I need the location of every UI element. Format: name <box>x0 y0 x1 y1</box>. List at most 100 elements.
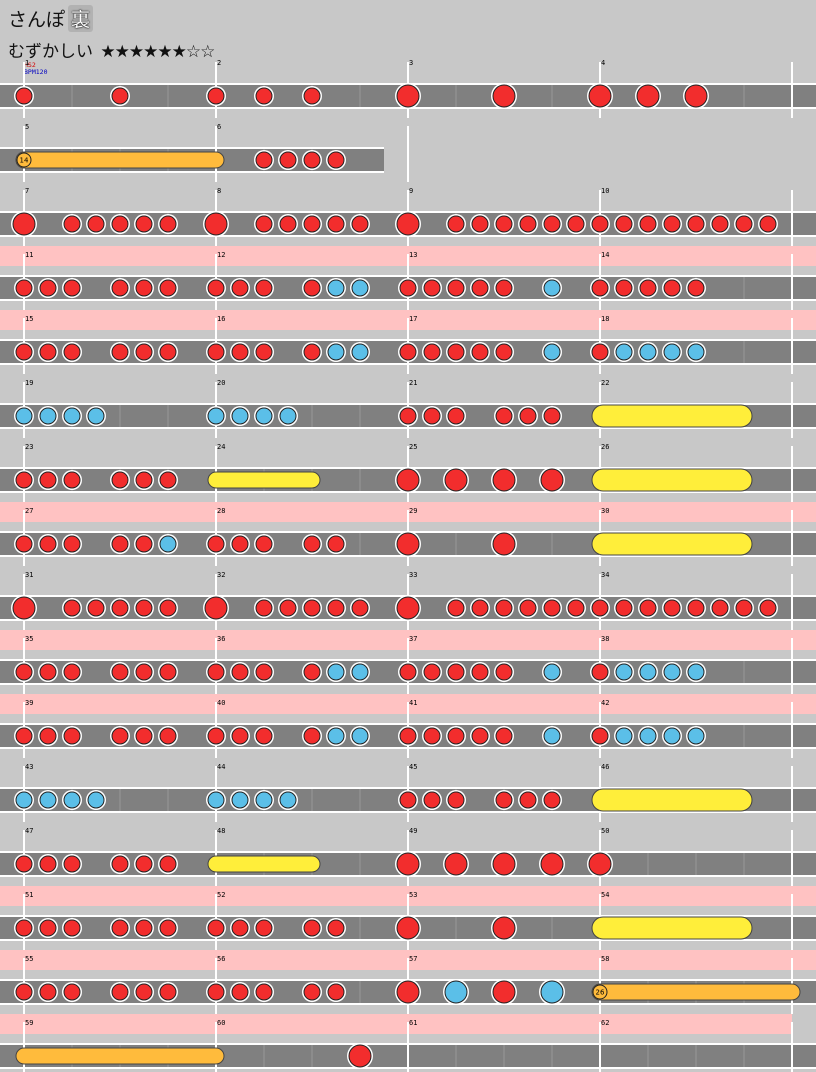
don-note <box>279 215 297 233</box>
don-note <box>255 599 273 617</box>
don-note <box>663 599 681 617</box>
big-don-note <box>396 532 420 556</box>
measure-number: 9 <box>409 187 413 195</box>
measure-number: 53 <box>409 891 417 899</box>
don-note <box>39 983 57 1001</box>
don-note <box>135 727 153 745</box>
measure-number: 11 <box>25 251 33 259</box>
don-note <box>447 599 465 617</box>
roll-count-label: 14 <box>20 157 29 165</box>
score-row: 59 60 61 62 <box>0 1014 816 1072</box>
don-note <box>207 535 225 553</box>
measure-number: 49 <box>409 827 417 835</box>
big-don-note <box>444 468 468 492</box>
don-note <box>39 919 57 937</box>
don-note <box>303 727 321 745</box>
difficulty-line: むずかしい ★★★★★★☆☆ <box>8 37 215 62</box>
measure-number: 45 <box>409 763 417 771</box>
don-note <box>135 343 153 361</box>
measure-number: 62 <box>601 1019 609 1027</box>
don-note <box>423 791 441 809</box>
don-note <box>39 279 57 297</box>
don-note <box>591 663 609 681</box>
drumroll-note <box>15 151 225 169</box>
don-note <box>159 471 177 489</box>
don-note <box>207 279 225 297</box>
big-don-note <box>396 916 420 940</box>
don-note <box>111 215 129 233</box>
don-note <box>63 855 81 873</box>
measure-number: 18 <box>601 315 609 323</box>
measure-number: 33 <box>409 571 417 579</box>
ka-note <box>327 727 345 745</box>
score-row: 15 16 17 18 <box>0 310 816 374</box>
don-note <box>279 151 297 169</box>
measure-number: 52 <box>217 891 225 899</box>
don-note <box>207 87 225 105</box>
don-note <box>615 279 633 297</box>
don-note <box>399 663 417 681</box>
don-note <box>303 279 321 297</box>
don-note <box>447 279 465 297</box>
measure-number: 19 <box>25 379 33 387</box>
measure-number: 34 <box>601 571 609 579</box>
don-note <box>495 599 513 617</box>
don-note <box>255 663 273 681</box>
don-note <box>399 727 417 745</box>
balloon-note <box>591 788 753 812</box>
balloon-note <box>207 855 321 873</box>
ka-note <box>279 407 297 425</box>
measure-number: 29 <box>409 507 417 515</box>
difficulty-stars: ★★★★★★☆☆ <box>100 42 215 62</box>
don-note <box>327 599 345 617</box>
score-row: 39 40 41 42 <box>0 694 816 758</box>
don-note <box>303 535 321 553</box>
don-note <box>159 279 177 297</box>
don-note <box>471 663 489 681</box>
don-note <box>15 343 33 361</box>
big-don-note <box>492 980 516 1004</box>
don-note <box>495 407 513 425</box>
big-don-note <box>492 532 516 556</box>
ka-note <box>351 343 369 361</box>
measure-number: 48 <box>217 827 225 835</box>
don-note <box>111 471 129 489</box>
don-note <box>519 215 537 233</box>
measure-number: 26 <box>601 443 609 451</box>
ka-note <box>327 663 345 681</box>
measure-number: 41 <box>409 699 417 707</box>
don-note <box>231 535 249 553</box>
don-note <box>159 343 177 361</box>
don-note <box>327 919 345 937</box>
measure-number: 58 <box>601 955 609 963</box>
ka-note <box>231 791 249 809</box>
big-don-note <box>204 596 228 620</box>
don-note <box>303 87 321 105</box>
don-note <box>135 279 153 297</box>
don-note <box>15 855 33 873</box>
measure-number: 50 <box>601 827 609 835</box>
don-note <box>111 599 129 617</box>
don-note <box>63 919 81 937</box>
measure-number: 30 <box>601 507 609 515</box>
score-row: 11 12 13 14 <box>0 246 816 310</box>
don-note <box>303 599 321 617</box>
measure-number: 57 <box>409 955 417 963</box>
don-note <box>135 535 153 553</box>
measure-number: 56 <box>217 955 225 963</box>
don-note <box>519 791 537 809</box>
don-note <box>495 791 513 809</box>
don-note <box>63 535 81 553</box>
score-row: 43 44 45 46 <box>0 763 816 822</box>
don-note <box>495 663 513 681</box>
don-note <box>231 983 249 1001</box>
measure-number: 17 <box>409 315 417 323</box>
ka-note <box>39 791 57 809</box>
don-note <box>135 919 153 937</box>
don-note <box>231 727 249 745</box>
ka-note <box>87 791 105 809</box>
big-don-note <box>588 84 612 108</box>
balloon-note <box>591 532 753 556</box>
ka-note <box>543 727 561 745</box>
don-note <box>135 599 153 617</box>
